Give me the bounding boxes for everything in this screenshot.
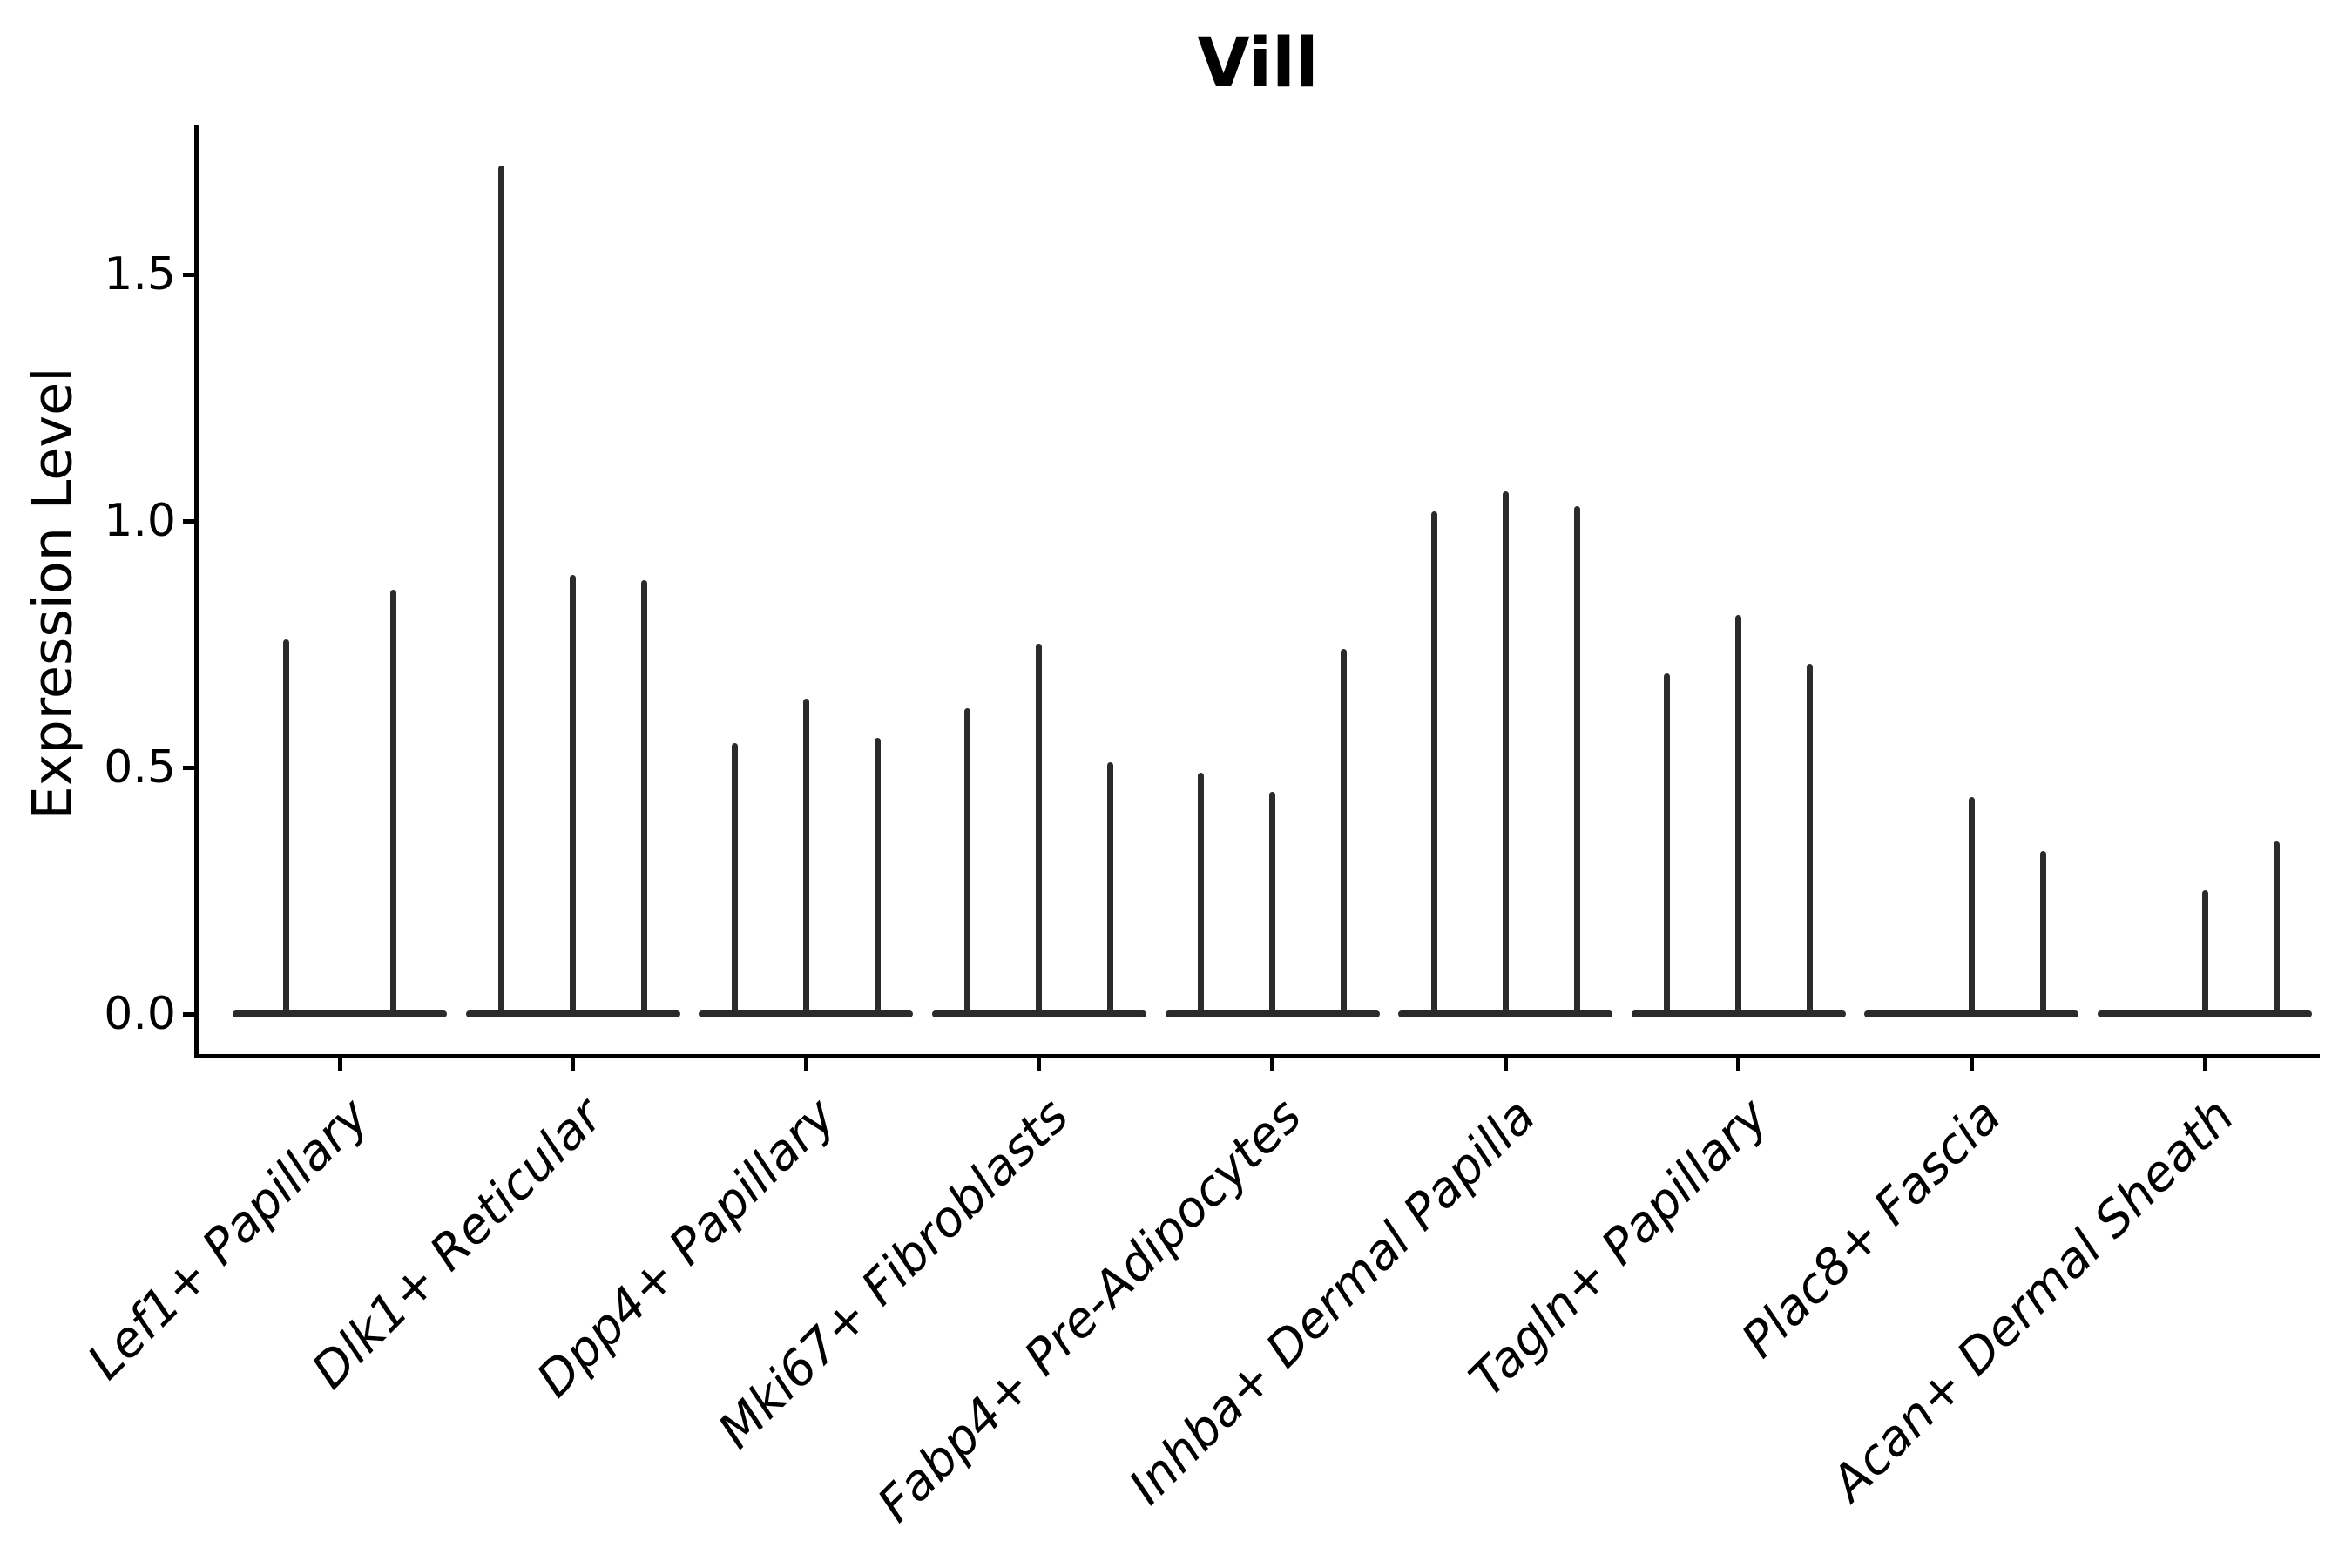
- y-tick: [183, 272, 196, 277]
- violin-spike: [641, 580, 648, 1014]
- violin-baseline: [931, 1010, 1146, 1017]
- y-tick: [183, 518, 196, 524]
- violin-baseline: [1631, 1010, 1846, 1017]
- violin-baseline: [1165, 1010, 1380, 1017]
- x-tick: [1503, 1056, 1508, 1071]
- violin-spike: [1430, 511, 1437, 1014]
- violin-baseline: [1398, 1010, 1613, 1017]
- violin-spike: [2201, 890, 2208, 1014]
- violin-spike: [1968, 797, 1975, 1014]
- violin-spike: [1107, 762, 1114, 1014]
- x-tick: [1270, 1056, 1275, 1071]
- violin-spike: [731, 743, 738, 1014]
- x-axis-spine: [194, 1054, 2320, 1058]
- plot-area: [196, 125, 2320, 1056]
- violin-baseline: [1864, 1010, 2079, 1017]
- x-tick: [2202, 1056, 2207, 1071]
- x-tick-label: Fabp4+ Pre-Adipocytes: [867, 1087, 1314, 1534]
- violin-spike: [802, 699, 809, 1014]
- violin-spike: [874, 738, 881, 1014]
- violin-spike: [1735, 615, 1742, 1014]
- y-tick: [183, 765, 196, 770]
- violin-spike: [964, 708, 971, 1014]
- x-tick-label: Inhba+ Dermal Papilla: [1118, 1087, 1546, 1516]
- violin-spike: [283, 639, 289, 1014]
- violin-baseline: [2098, 1010, 2313, 1017]
- x-tick: [571, 1056, 576, 1071]
- plot-title: Vill: [1197, 24, 1319, 103]
- violin-spike: [1807, 664, 1814, 1014]
- violin-baseline: [699, 1010, 914, 1017]
- violin-spike: [2273, 841, 2280, 1014]
- y-axis-spine: [194, 125, 199, 1058]
- x-tick: [1736, 1056, 1741, 1071]
- violin-baseline: [233, 1010, 447, 1017]
- x-tick: [1037, 1056, 1042, 1071]
- y-tick-label: 0.0: [104, 988, 176, 1040]
- violin-baseline: [465, 1010, 680, 1017]
- x-tick-label: Acan+ Dermal Sheath: [1821, 1087, 2246, 1512]
- violin-spike: [1198, 773, 1205, 1014]
- violin-spike: [1036, 644, 1043, 1014]
- violin-spike: [1664, 673, 1671, 1014]
- y-tick: [183, 1011, 196, 1017]
- y-tick-label: 1.0: [104, 495, 176, 547]
- y-tick-label: 0.5: [104, 741, 176, 794]
- violin-spike: [1573, 506, 1580, 1014]
- violin-spike: [1502, 491, 1509, 1014]
- x-tick: [803, 1056, 808, 1071]
- violin-spike: [2039, 851, 2046, 1014]
- x-tick: [1969, 1056, 1974, 1071]
- violin-spike: [1269, 792, 1276, 1014]
- violin-spike: [1341, 649, 1348, 1014]
- y-axis-label: Expression Level: [20, 367, 84, 821]
- y-tick-label: 1.5: [104, 248, 176, 301]
- x-tick: [337, 1056, 342, 1071]
- violin-spike: [570, 575, 577, 1014]
- violin-spike: [390, 590, 396, 1014]
- violin-spike: [498, 166, 505, 1014]
